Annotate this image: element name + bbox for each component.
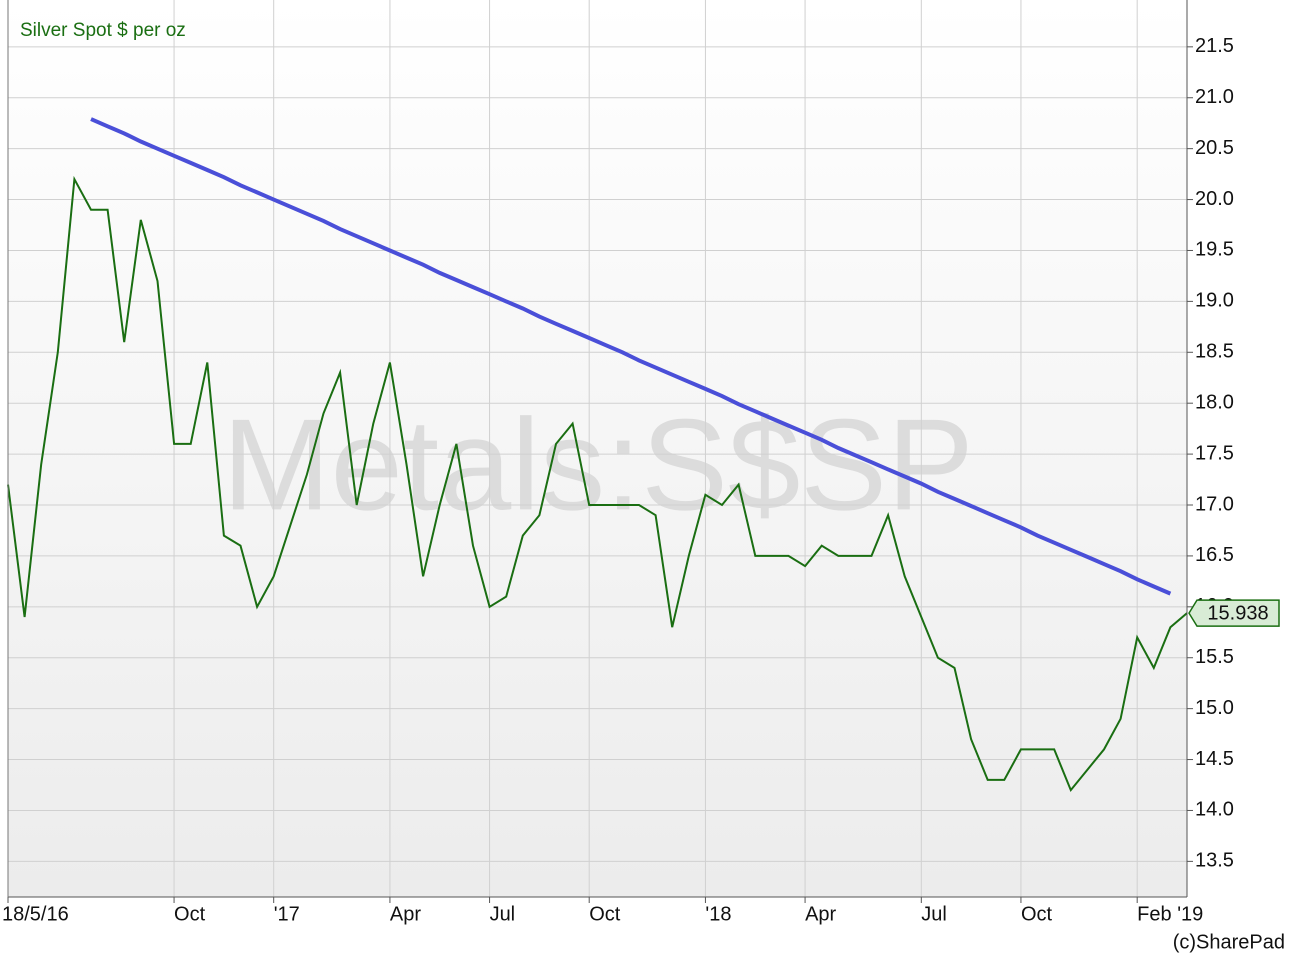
y-tick-label: 17.0 <box>1195 493 1234 515</box>
y-tick-label: 18.5 <box>1195 341 1234 363</box>
x-tick-label: Oct <box>1021 903 1053 925</box>
y-tick-label: 21.0 <box>1195 86 1234 108</box>
x-tick-label: Apr <box>390 903 421 925</box>
x-tick-label: Apr <box>805 903 836 925</box>
y-tick-label: 18.0 <box>1195 391 1234 413</box>
x-tick-label: '18 <box>705 903 731 925</box>
last-value-label: 15.938 <box>1207 602 1268 624</box>
y-tick-label: 19.5 <box>1195 239 1234 261</box>
x-tick-label: Jul <box>921 903 947 925</box>
y-tick-label: 19.0 <box>1195 290 1234 312</box>
y-tick-label: 21.5 <box>1195 35 1234 57</box>
y-tick-label: 15.5 <box>1195 646 1234 668</box>
x-tick-label: '17 <box>274 903 300 925</box>
watermark: Metals:S$SP <box>222 391 973 537</box>
trend-line <box>90 117 1172 596</box>
y-tick-label: 16.5 <box>1195 544 1234 566</box>
plot-area <box>8 0 1187 897</box>
credit: (c)SharePad <box>1173 931 1285 953</box>
y-tick-label: 15.0 <box>1195 697 1234 719</box>
y-tick-label: 20.5 <box>1195 137 1234 159</box>
chart-title: Silver Spot $ per oz <box>20 20 186 41</box>
y-tick-label: 13.5 <box>1195 850 1234 872</box>
last-value-box <box>1188 599 1280 627</box>
x-tick-label: Oct <box>589 903 621 925</box>
x-tick-label: Oct <box>174 903 206 925</box>
x-tick-label: Jul <box>490 903 516 925</box>
y-tick-label: 14.0 <box>1195 799 1234 821</box>
y-tick-label: 17.5 <box>1195 442 1234 464</box>
x-tick-label: Feb '19 <box>1137 903 1203 925</box>
y-tick-label: 20.0 <box>1195 188 1234 210</box>
y-tick-label: 14.5 <box>1195 748 1234 770</box>
price-line <box>7 175 1188 793</box>
x-tick-label: 18/5/16 <box>2 903 69 925</box>
